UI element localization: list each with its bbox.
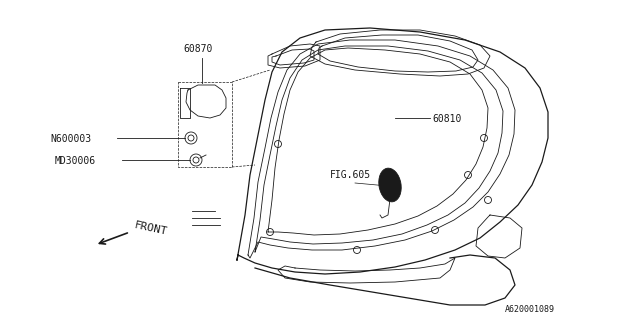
Text: FIG.605: FIG.605 (330, 170, 371, 180)
Text: 60810: 60810 (432, 114, 461, 124)
Text: FRONT: FRONT (133, 220, 168, 237)
Text: 60870: 60870 (183, 44, 212, 54)
Text: A620001089: A620001089 (505, 305, 555, 314)
Ellipse shape (379, 168, 401, 202)
Text: MD30006: MD30006 (55, 156, 96, 166)
Text: N600003: N600003 (50, 134, 91, 144)
